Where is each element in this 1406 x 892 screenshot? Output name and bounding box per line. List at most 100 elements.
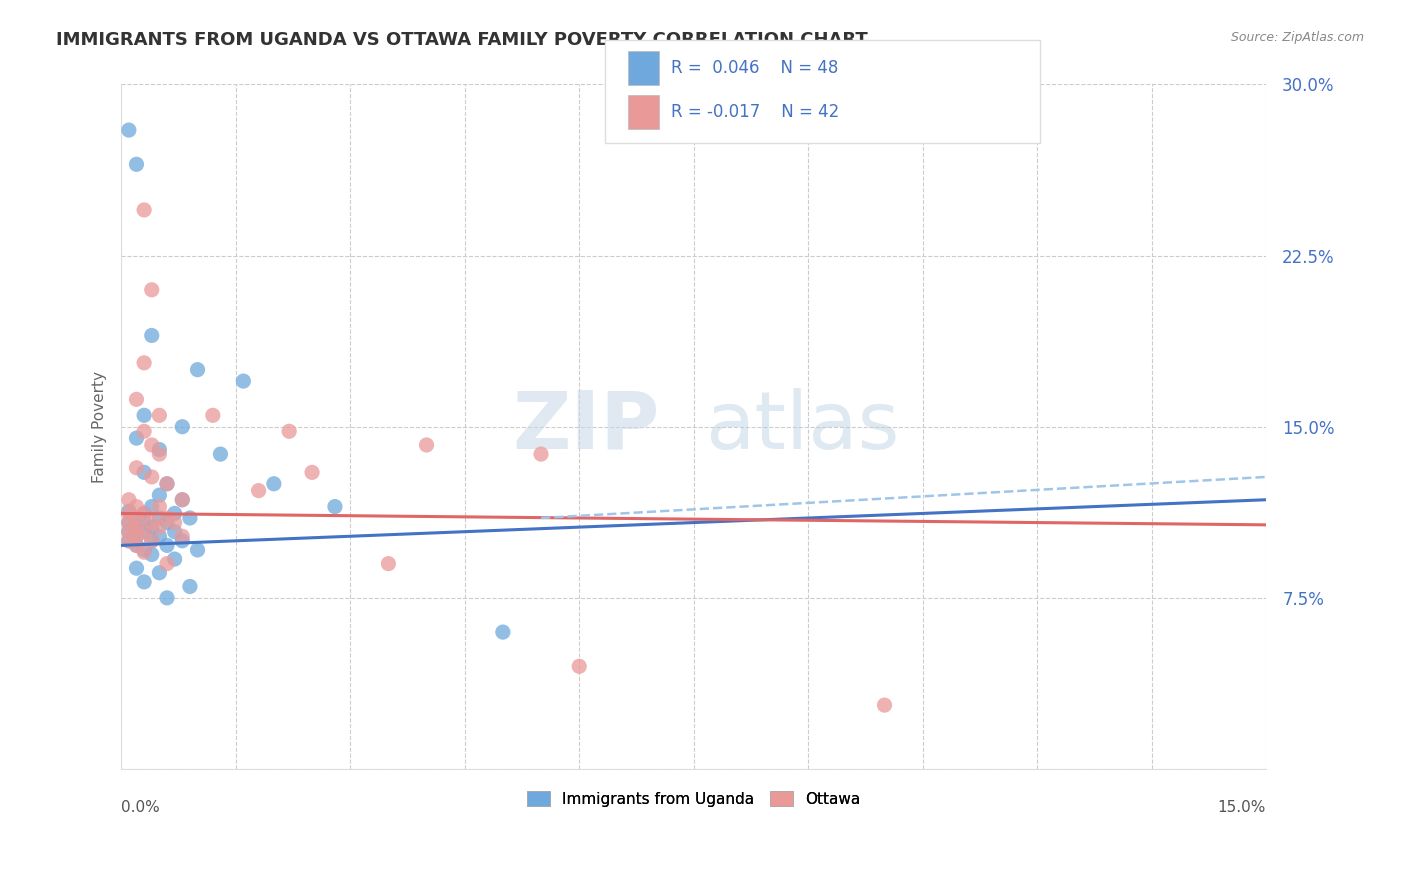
Legend: Immigrants from Uganda, Ottawa: Immigrants from Uganda, Ottawa [522,784,866,813]
Point [141,533,163,548]
Point [148,520,170,534]
Point [118,492,141,507]
Point [125,511,148,525]
Point [125,511,148,525]
Point [172,529,194,543]
Point [179,511,201,525]
Point [141,500,163,514]
Point [209,447,232,461]
Point [118,504,141,518]
Point [263,476,285,491]
Point [141,470,163,484]
Point [125,392,148,407]
Point [118,524,141,539]
Point [148,488,170,502]
Point [118,524,141,539]
Text: ZIP: ZIP [512,388,659,466]
Point [163,507,186,521]
Point [148,566,170,580]
Point [134,545,156,559]
Point [156,591,179,605]
Point [141,533,163,548]
Text: 15.0%: 15.0% [1218,799,1267,814]
Point [148,447,170,461]
Point [134,466,156,480]
Point [568,659,591,673]
Point [125,529,148,543]
Point [141,520,163,534]
Point [530,447,553,461]
Point [118,123,141,137]
Point [172,419,194,434]
Point [156,516,179,530]
Point [141,548,163,562]
Y-axis label: Family Poverty: Family Poverty [93,371,107,483]
Point [134,409,156,423]
Point [172,492,194,507]
Point [156,476,179,491]
Point [172,492,194,507]
Point [118,516,141,530]
Point [232,374,254,388]
Point [134,524,156,539]
Point [118,533,141,548]
Point [125,538,148,552]
Point [278,425,301,439]
Point [118,507,141,521]
Point [156,476,179,491]
Point [187,362,209,376]
Point [163,524,186,539]
Point [125,431,148,445]
Point [125,157,148,171]
Point [301,466,323,480]
Point [141,283,163,297]
Point [134,202,156,217]
Point [492,625,515,640]
Point [187,543,209,558]
Point [156,557,179,571]
Point [125,538,148,552]
Point [125,520,148,534]
Text: R = -0.017    N = 42: R = -0.017 N = 42 [671,103,839,121]
Point [134,425,156,439]
Point [148,500,170,514]
Point [201,409,224,423]
Point [125,529,148,543]
Point [148,511,170,525]
Point [163,552,186,566]
Point [134,524,156,539]
Point [134,516,156,530]
Point [179,579,201,593]
Point [377,557,399,571]
Text: IMMIGRANTS FROM UGANDA VS OTTAWA FAMILY POVERTY CORRELATION CHART: IMMIGRANTS FROM UGANDA VS OTTAWA FAMILY … [56,31,868,49]
Point [134,507,156,521]
Point [172,533,194,548]
Point [148,409,170,423]
Point [134,507,156,521]
Point [134,543,156,558]
Point [156,538,179,552]
Point [118,533,141,548]
Point [125,561,148,575]
Point [125,500,148,514]
Point [134,356,156,370]
Point [148,529,170,543]
Text: Source: ZipAtlas.com: Source: ZipAtlas.com [1230,31,1364,45]
Point [134,574,156,589]
Text: R =  0.046    N = 48: R = 0.046 N = 48 [671,59,838,77]
Point [247,483,270,498]
Point [141,438,163,452]
Text: 0.0%: 0.0% [121,799,160,814]
Point [156,511,179,525]
Point [141,328,163,343]
Point [125,520,148,534]
Text: atlas: atlas [706,388,900,466]
Point [163,516,186,530]
Point [873,698,896,712]
Point [125,460,148,475]
Point [148,442,170,457]
Point [118,516,141,530]
Point [415,438,437,452]
Point [323,500,346,514]
Point [141,516,163,530]
